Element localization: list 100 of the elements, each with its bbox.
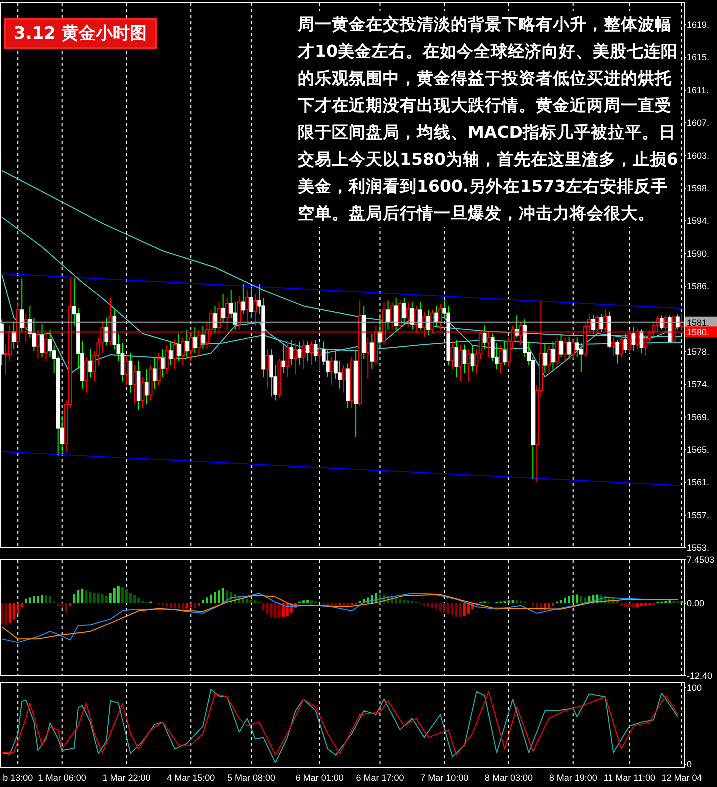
bar xyxy=(459,604,462,618)
y-tick-label: 1574. xyxy=(687,380,710,390)
candlestick xyxy=(370,333,374,370)
bar xyxy=(564,598,567,604)
bar xyxy=(270,604,273,617)
candlestick xyxy=(185,329,189,358)
bar xyxy=(101,594,104,604)
candlestick xyxy=(161,349,165,378)
y-tick-label: 1578. xyxy=(687,346,710,357)
bar xyxy=(126,590,128,604)
bar xyxy=(358,601,362,604)
candlestick xyxy=(571,340,576,360)
bar xyxy=(214,592,216,604)
candlestick xyxy=(342,364,346,394)
candlestick xyxy=(201,325,206,350)
candlestick xyxy=(84,356,88,394)
bar xyxy=(668,600,672,604)
candlestick xyxy=(644,334,648,356)
candlestick xyxy=(660,315,664,330)
bar xyxy=(628,604,631,608)
candlestick xyxy=(132,364,137,406)
bar xyxy=(12,604,16,620)
bar xyxy=(282,604,285,618)
bar xyxy=(138,598,140,604)
y-tick-label: 0.00 xyxy=(687,598,705,609)
x-tick-label: 11 Mar 11:00 xyxy=(604,773,656,783)
y-tick-label: 1561. xyxy=(687,478,710,488)
candlestick xyxy=(32,318,36,352)
candlestick xyxy=(426,310,430,336)
candlestick xyxy=(402,298,406,322)
bar xyxy=(568,596,571,604)
candlestick xyxy=(124,355,129,386)
candlestick xyxy=(298,341,302,366)
bar xyxy=(520,601,522,604)
y-tick-label: 1594. xyxy=(687,216,710,226)
bar xyxy=(246,598,249,604)
candlestick xyxy=(600,314,604,333)
bar xyxy=(218,590,220,604)
bar xyxy=(399,598,402,604)
candlestick xyxy=(410,302,414,330)
candlestick xyxy=(165,345,169,374)
bar xyxy=(439,604,442,612)
candlestick xyxy=(20,278,24,333)
candlestick xyxy=(246,290,250,322)
bar xyxy=(636,604,639,608)
bar xyxy=(640,604,643,606)
bar xyxy=(190,604,192,608)
bar xyxy=(113,588,116,604)
bar xyxy=(274,604,277,618)
bar xyxy=(411,601,414,604)
candlestick xyxy=(157,352,161,386)
candlestick xyxy=(318,342,322,372)
ref-line-label: 1581. xyxy=(687,318,710,328)
candlestick xyxy=(543,342,548,374)
candlestick xyxy=(559,333,564,358)
candlestick xyxy=(266,349,270,390)
bar xyxy=(403,600,406,604)
candlestick xyxy=(302,340,306,370)
bar xyxy=(451,604,454,616)
bar xyxy=(572,595,575,604)
x-tick-label: 8 Mar 19:00 xyxy=(549,773,598,783)
bar xyxy=(32,596,36,604)
bar xyxy=(210,594,212,604)
candlestick xyxy=(466,349,471,382)
ref-line-label: 1580. xyxy=(687,328,710,338)
bar xyxy=(560,600,562,604)
annotation: 周一黄金在交投清淡的背景下略有小升，整体波幅才10美金左右。在如今全球经济向好、美股七连阳的乐观氛围中，黄金得益于投资者低位买进的烘托下才在近期没有出现大跌行情。黄金近两周一直受限于区间盘局，均线、MACD指标几乎被拉平。日交易上今天以1580为轴，首先在这里渣多，止损6美金，利润看到1600.另外在1573左右安排反手空单。盘局后行情一旦爆发，冲击力将会很大。 xyxy=(298,11,680,227)
y-tick-label: 1590. xyxy=(687,248,710,259)
candlestick xyxy=(330,356,334,386)
candlestick xyxy=(668,315,672,344)
bar xyxy=(194,604,196,608)
bar xyxy=(278,604,281,618)
candlestick xyxy=(254,294,258,326)
bar xyxy=(37,596,40,604)
x-tick-label: 12 Mar 04 xyxy=(662,773,702,783)
candlestick xyxy=(450,341,455,370)
x-tick-label: 6 Mar 01:00 xyxy=(296,773,344,783)
candlestick xyxy=(624,333,628,354)
y-tick-label: 1603. xyxy=(687,150,710,161)
bar xyxy=(504,601,506,604)
candlestick xyxy=(286,341,290,378)
candlestick xyxy=(310,341,314,366)
bar xyxy=(45,595,48,604)
candlestick xyxy=(563,337,568,362)
bar xyxy=(310,600,314,604)
candlestick xyxy=(406,302,410,328)
y-tick-label: 1611. xyxy=(687,85,709,96)
candlestick xyxy=(434,306,438,328)
candlestick xyxy=(454,340,459,378)
bar xyxy=(548,604,550,608)
candlestick xyxy=(503,341,507,366)
bar xyxy=(134,595,136,604)
candlestick xyxy=(462,344,467,374)
candlestick xyxy=(48,329,52,358)
bar xyxy=(178,604,180,609)
x-tick-label: 1 Mar 22:00 xyxy=(102,773,151,783)
candlestick xyxy=(144,368,149,406)
candlestick xyxy=(470,345,475,372)
bar xyxy=(447,604,450,614)
bar xyxy=(24,598,28,604)
